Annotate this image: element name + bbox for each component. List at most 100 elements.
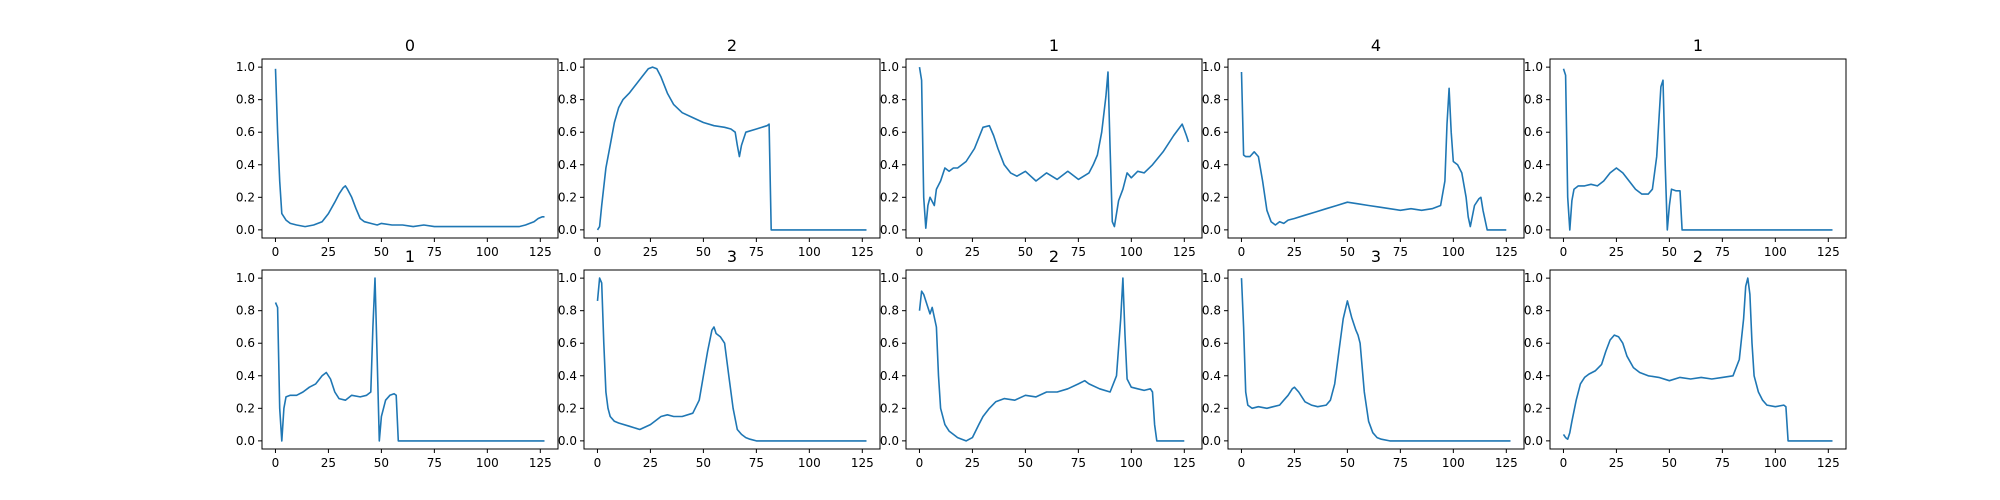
y-tick-label: 0.8 (1524, 304, 1543, 318)
x-tick-label: 50 (1340, 456, 1355, 470)
series-line (596, 277, 867, 442)
x-tick-label: 100 (476, 456, 499, 470)
x-tick-label: 25 (1287, 245, 1302, 259)
y-tick-label: 0.6 (1202, 125, 1221, 139)
plot-frame (1227, 269, 1525, 450)
x-tick-label: 100 (1442, 456, 1465, 470)
series-line (1562, 68, 1833, 231)
y-tick-label: 0.4 (558, 369, 577, 383)
y-tick-label: 0.0 (236, 434, 255, 448)
subplot-2: 1 0 25 50 75 100 125 0.0 0.2 0.4 0.6 0.8 1.0 (880, 36, 1203, 259)
x-tick-label: 50 (1018, 245, 1033, 259)
x-tick-label: 100 (1764, 456, 1787, 470)
x-tick-label: 0 (594, 456, 602, 470)
plot-frame (905, 58, 1203, 239)
y-tick-label: 0.8 (1202, 93, 1221, 107)
y-tick-label: 0.0 (880, 434, 899, 448)
x-tick-label: 50 (1018, 456, 1033, 470)
y-tick-label: 0.4 (1202, 158, 1221, 172)
x-tick-label: 75 (427, 456, 442, 470)
x-tick-label: 75 (1715, 456, 1730, 470)
subplot-title: 1 (1693, 36, 1703, 55)
subplot-3: 4 0 25 50 75 100 125 0.0 0.2 0.4 0.6 0.8 1.0 (1202, 36, 1525, 259)
y-tick-label: 1.0 (1524, 60, 1543, 74)
x-tick-label: 0 (1560, 456, 1568, 470)
x-tick-label: 50 (1340, 245, 1355, 259)
x-tick-label: 25 (321, 456, 336, 470)
x-tick-label: 0 (594, 245, 602, 259)
series-line (274, 277, 545, 442)
y-tick-label: 0.8 (236, 93, 255, 107)
x-tick-label: 25 (965, 245, 980, 259)
subplot-title: 2 (727, 36, 737, 55)
x-tick-label: 0 (916, 456, 924, 470)
y-tick-label: 1.0 (1524, 271, 1543, 285)
y-tick-label: 1.0 (236, 60, 255, 74)
x-tick-label: 50 (696, 456, 711, 470)
x-tick-label: 125 (1817, 245, 1840, 259)
y-tick-label: 0.8 (558, 93, 577, 107)
y-tick-label: 0.2 (1524, 190, 1543, 204)
y-tick-label: 1.0 (558, 60, 577, 74)
y-tick-label: 0.6 (558, 336, 577, 350)
subplot-title: 2 (1693, 247, 1703, 266)
y-tick-label: 1.0 (236, 271, 255, 285)
subplot-6: 3 0 25 50 75 100 125 0.0 0.2 0.4 0.6 0.8 1.0 (558, 247, 881, 470)
x-tick-label: 50 (1662, 456, 1677, 470)
x-tick-label: 100 (1120, 456, 1143, 470)
plot-frame (1549, 269, 1847, 450)
y-tick-label: 0.2 (1524, 401, 1543, 415)
subplot-title: 0 (405, 36, 415, 55)
x-tick-label: 125 (1495, 456, 1518, 470)
subplot-title: 2 (1049, 247, 1059, 266)
x-tick-label: 50 (374, 456, 389, 470)
y-tick-label: 0.8 (880, 93, 899, 107)
x-tick-label: 75 (1071, 456, 1086, 470)
x-tick-label: 75 (1715, 245, 1730, 259)
x-tick-label: 75 (749, 456, 764, 470)
subplot-title: 3 (727, 247, 737, 266)
plot-frame (1549, 58, 1847, 239)
y-tick-label: 0.4 (236, 369, 255, 383)
subplot-title: 3 (1371, 247, 1381, 266)
y-tick-label: 0.2 (558, 190, 577, 204)
x-tick-label: 50 (374, 245, 389, 259)
plot-frame (1227, 58, 1525, 239)
y-tick-label: 0.2 (236, 190, 255, 204)
x-tick-label: 50 (1662, 245, 1677, 259)
series-line (918, 277, 1185, 442)
y-tick-label: 0.2 (1202, 401, 1221, 415)
subplot-7: 2 0 25 50 75 100 125 0.0 0.2 0.4 0.6 0.8 1.0 (880, 247, 1203, 470)
y-tick-label: 0.2 (558, 401, 577, 415)
x-tick-label: 0 (1560, 245, 1568, 259)
y-tick-label: 0.2 (1202, 190, 1221, 204)
y-tick-label: 0.8 (1202, 304, 1221, 318)
x-tick-label: 125 (851, 245, 874, 259)
y-tick-label: 0.4 (1524, 369, 1543, 383)
subplot-4: 1 0 25 50 75 100 125 0.0 0.2 0.4 0.6 0.8 1.0 (1524, 36, 1847, 259)
subplot-title: 4 (1371, 36, 1381, 55)
x-tick-label: 0 (272, 245, 280, 259)
y-tick-label: 0.4 (236, 158, 255, 172)
x-tick-label: 25 (321, 245, 336, 259)
x-tick-label: 75 (749, 245, 764, 259)
y-tick-label: 1.0 (1202, 60, 1221, 74)
x-tick-label: 100 (798, 245, 821, 259)
x-tick-label: 25 (1287, 456, 1302, 470)
y-tick-label: 0.0 (1202, 223, 1221, 237)
y-tick-label: 0.8 (880, 304, 899, 318)
subplot-9: 2 0 25 50 75 100 125 0.0 0.2 0.4 0.6 0.8 1.0 (1524, 247, 1847, 470)
series-line (596, 66, 867, 231)
x-tick-label: 125 (1173, 245, 1196, 259)
subplot-title: 1 (405, 247, 415, 266)
x-tick-label: 125 (1173, 456, 1196, 470)
x-tick-label: 25 (965, 456, 980, 470)
x-tick-label: 25 (643, 456, 658, 470)
x-tick-label: 100 (476, 245, 499, 259)
x-tick-label: 0 (916, 245, 924, 259)
y-tick-label: 0.0 (558, 223, 577, 237)
x-tick-label: 125 (851, 456, 874, 470)
x-tick-label: 100 (1764, 245, 1787, 259)
subplot-5: 1 0 25 50 75 100 125 0.0 0.2 0.4 0.6 0.8 1.0 (236, 247, 559, 470)
